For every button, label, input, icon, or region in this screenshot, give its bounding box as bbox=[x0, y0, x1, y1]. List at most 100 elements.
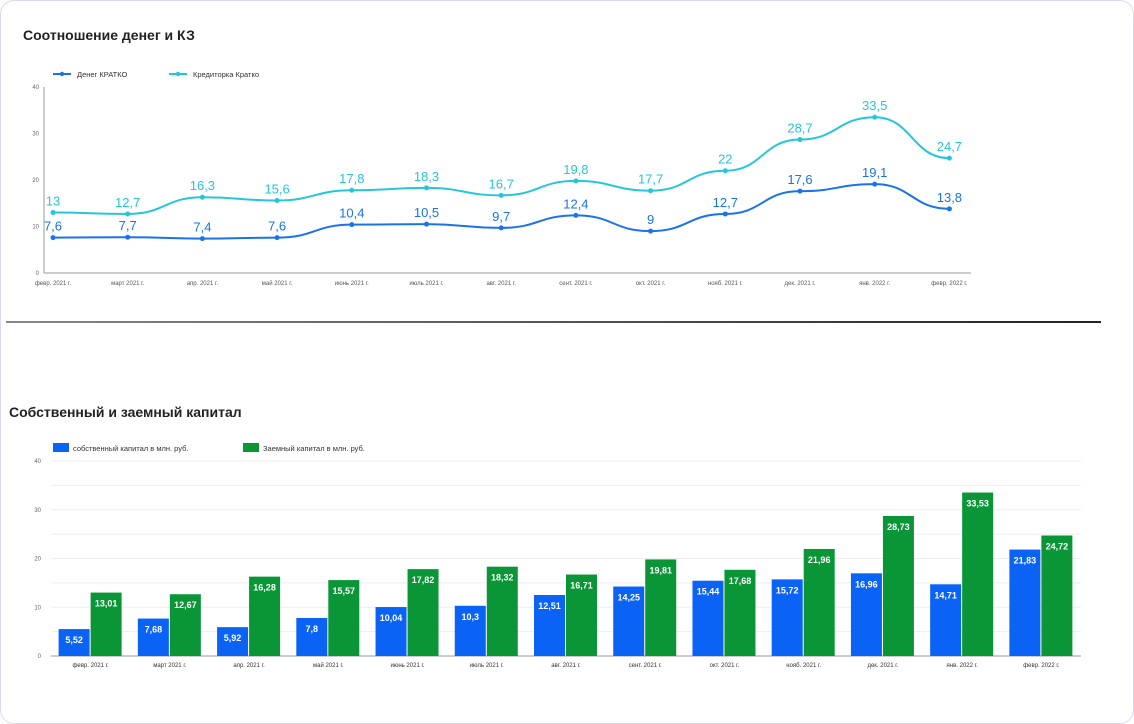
bar bbox=[1041, 535, 1073, 656]
bar-label: 10,3 bbox=[462, 612, 480, 622]
bar bbox=[486, 566, 518, 656]
data-label: 9 bbox=[647, 212, 654, 227]
data-point bbox=[274, 197, 280, 203]
data-point bbox=[125, 211, 131, 217]
x-tick-label: дек. 2021 г. bbox=[867, 663, 898, 669]
x-tick-label: нояб. 2021 г. bbox=[708, 281, 743, 287]
divider bbox=[6, 321, 1101, 323]
data-point bbox=[50, 210, 56, 216]
bar-label: 21,83 bbox=[1014, 556, 1037, 566]
x-tick-label: окт. 2021 г. bbox=[710, 663, 740, 669]
data-point bbox=[648, 228, 654, 234]
data-point bbox=[722, 211, 728, 217]
x-tick-label: сент. 2021 г. bbox=[629, 663, 663, 669]
data-point bbox=[498, 192, 504, 198]
y-tick-label: 30 bbox=[32, 132, 39, 138]
data-label: 17,6 bbox=[787, 172, 812, 187]
y-tick-label: 40 bbox=[32, 85, 39, 91]
data-point bbox=[349, 187, 355, 193]
bar-label: 7,68 bbox=[145, 625, 163, 635]
data-point bbox=[797, 137, 803, 143]
data-label: 13,8 bbox=[937, 190, 962, 205]
data-point bbox=[125, 234, 131, 240]
y-tick-label: 20 bbox=[32, 178, 39, 184]
bar bbox=[454, 605, 486, 656]
bar-label: 17,68 bbox=[729, 576, 752, 586]
x-tick-label: авг. 2021 г. bbox=[551, 663, 581, 669]
bar-label: 16,96 bbox=[855, 579, 878, 589]
data-point bbox=[797, 188, 803, 194]
bar bbox=[645, 559, 677, 656]
x-tick-label: июнь 2021 г. bbox=[335, 281, 369, 287]
bar bbox=[962, 492, 994, 656]
data-label: 9,7 bbox=[492, 209, 510, 224]
data-point bbox=[946, 206, 952, 212]
data-label: 24,7 bbox=[937, 139, 962, 154]
legend-label: Денег КРАТКО bbox=[77, 70, 128, 79]
data-point bbox=[648, 188, 654, 194]
bar bbox=[534, 595, 565, 656]
bar-label: 17,82 bbox=[412, 575, 435, 585]
bar-label: 15,44 bbox=[697, 587, 720, 597]
data-label: 28,7 bbox=[787, 121, 812, 136]
bar bbox=[169, 594, 201, 656]
bar-label: 15,72 bbox=[776, 585, 799, 595]
bar bbox=[137, 618, 169, 656]
bar bbox=[249, 576, 281, 656]
bar-label: 13,01 bbox=[95, 599, 118, 609]
data-point bbox=[424, 221, 429, 227]
bar bbox=[850, 573, 882, 656]
x-tick-label: апр. 2021 г. bbox=[187, 281, 219, 287]
bar bbox=[1009, 549, 1041, 656]
bar bbox=[90, 592, 122, 656]
bar bbox=[613, 586, 645, 656]
data-label: 10,4 bbox=[339, 206, 364, 221]
data-label: 19,1 bbox=[862, 165, 887, 180]
x-tick-label: янв. 2022 г. bbox=[859, 281, 891, 287]
data-label: 17,8 bbox=[339, 171, 364, 186]
data-point bbox=[573, 212, 579, 218]
bar-label: 15,57 bbox=[333, 586, 356, 596]
bar-label: 24,72 bbox=[1046, 541, 1069, 551]
data-label: 12,7 bbox=[713, 195, 738, 210]
y-tick-label: 30 bbox=[34, 508, 41, 514]
x-tick-label: янв. 2022 г. bbox=[947, 663, 979, 669]
x-tick-label: февр. 2022 г. bbox=[1023, 663, 1060, 669]
bar-label: 16,71 bbox=[570, 581, 593, 591]
data-point bbox=[199, 236, 205, 242]
bar-label: 7,8 bbox=[306, 624, 319, 634]
bar-label: 21,96 bbox=[808, 555, 831, 565]
x-tick-label: апр. 2021 г. bbox=[233, 663, 265, 669]
x-tick-label: окт. 2021 г. bbox=[636, 281, 666, 287]
data-label: 17,7 bbox=[638, 172, 663, 187]
y-tick-label: 0 bbox=[38, 654, 42, 660]
legend-swatch bbox=[53, 443, 69, 452]
data-label: 10,5 bbox=[414, 205, 439, 220]
bar-label: 12,51 bbox=[538, 601, 561, 611]
data-label: 15,6 bbox=[264, 181, 289, 196]
legend-label: собственный капитал в млн. руб. bbox=[73, 444, 188, 453]
x-tick-label: февр. 2021 г. bbox=[35, 281, 72, 287]
bar bbox=[217, 627, 249, 656]
data-label: 33,5 bbox=[862, 98, 887, 113]
data-point bbox=[349, 222, 355, 228]
x-tick-label: февр. 2022 г. bbox=[931, 281, 968, 287]
bar-label: 18,32 bbox=[491, 573, 514, 583]
y-tick-label: 10 bbox=[34, 605, 41, 611]
data-point bbox=[424, 185, 429, 191]
bar bbox=[375, 607, 407, 656]
bar-label: 5,92 bbox=[224, 633, 242, 643]
bar-label: 19,81 bbox=[649, 565, 672, 575]
x-tick-label: июль 2021 г. bbox=[409, 281, 443, 287]
bar bbox=[692, 580, 724, 656]
bar-label: 10,04 bbox=[380, 613, 403, 623]
x-tick-label: март 2021 г. bbox=[153, 663, 187, 669]
bar-label: 33,53 bbox=[966, 499, 989, 509]
data-label: 12,7 bbox=[115, 195, 140, 210]
data-point bbox=[573, 178, 579, 184]
x-tick-label: нояб. 2021 г. bbox=[786, 663, 821, 669]
y-tick-label: 20 bbox=[34, 557, 41, 563]
data-label: 7,7 bbox=[119, 218, 137, 233]
